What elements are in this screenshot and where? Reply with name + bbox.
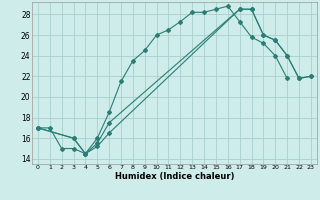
X-axis label: Humidex (Indice chaleur): Humidex (Indice chaleur) — [115, 172, 234, 181]
